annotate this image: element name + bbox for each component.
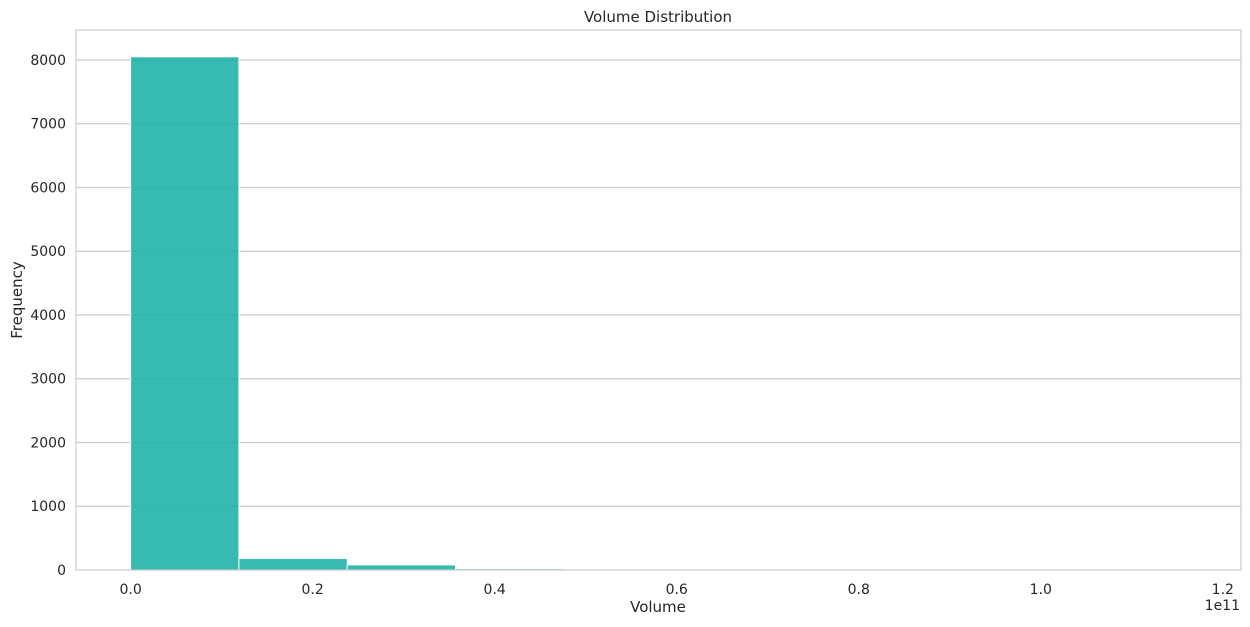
y-tick-label: 6000	[30, 180, 66, 196]
y-tick-label: 4000	[30, 308, 66, 324]
x-tick-label: 0.6	[666, 582, 688, 598]
y-tick-label: 1000	[30, 499, 66, 515]
bars-layer	[130, 56, 1215, 571]
x-tick-label: 0.2	[302, 582, 324, 598]
histogram-bar	[130, 56, 240, 571]
plot-frame	[75, 29, 1242, 571]
chart-title: Volume Distribution	[584, 8, 732, 26]
x-tick-label: 1.0	[1030, 582, 1052, 598]
y-tick-label: 5000	[30, 244, 66, 260]
y-tick-labels: 0 1000 2000 3000 4000 5000 6000 7000 8000	[30, 53, 66, 579]
x-offset-label: 1e11	[1205, 598, 1240, 614]
grid-layer	[76, 59, 1241, 507]
y-tick-label: 3000	[30, 372, 66, 388]
x-tick-label: 0.0	[119, 582, 141, 598]
x-tick-label: 0.8	[848, 582, 870, 598]
histogram-bar	[238, 558, 348, 571]
y-axis-label: Frequency	[8, 261, 26, 339]
y-tick-label: 0	[57, 563, 66, 579]
y-tick-label: 2000	[30, 435, 66, 451]
x-tick-label: 0.4	[484, 582, 506, 598]
x-axis-label: Volume	[630, 598, 686, 616]
x-tick-labels: 0.0 0.2 0.4 0.6 0.8 1.0 1.2	[119, 582, 1233, 598]
x-tick-label: 1.2	[1212, 582, 1234, 598]
histogram-bar	[346, 564, 457, 571]
y-tick-label: 7000	[30, 117, 66, 133]
y-tick-label: 8000	[30, 53, 66, 69]
